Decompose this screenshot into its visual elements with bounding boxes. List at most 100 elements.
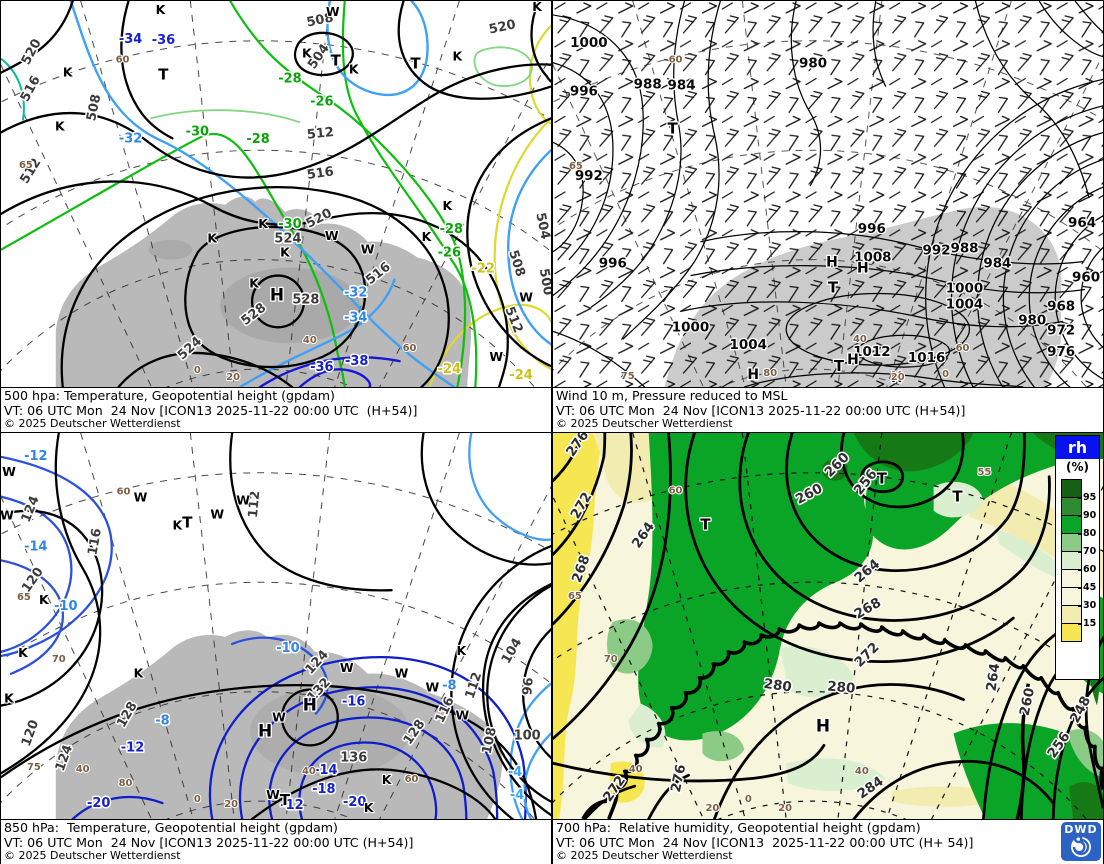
panel-850hpa: 124 116 120 112 120 124 128 124 132 136 128 116 112 1… — [1, 433, 551, 864]
svg-text:-8: -8 — [155, 713, 169, 728]
svg-text:W: W — [326, 4, 340, 19]
panel-copyright: © 2025 Deutscher Wetterdienst — [556, 417, 733, 430]
svg-text:K: K — [364, 800, 375, 815]
svg-text:H: H — [258, 720, 272, 740]
svg-text:W: W — [236, 493, 250, 508]
svg-text:-8: -8 — [442, 679, 456, 694]
svg-text:-36: -36 — [152, 33, 175, 48]
svg-text:1004: 1004 — [946, 297, 983, 312]
svg-text:60: 60 — [117, 487, 131, 498]
temp-contours-lightgreen — [150, 46, 533, 124]
svg-text:K: K — [532, 1, 543, 14]
geopotential-contours — [1, 1, 551, 387]
svg-text:W: W — [2, 464, 16, 479]
svg-text:70: 70 — [52, 654, 66, 665]
svg-text:988: 988 — [634, 78, 662, 93]
temp-contours-yellow — [428, 24, 551, 387]
svg-text:K: K — [382, 772, 393, 787]
panel-500hpa: 520 516 508 512 508 504 520 512 516 524 528 528 524 5… — [1, 1, 551, 432]
svg-text:-26: -26 — [310, 94, 333, 109]
rh-legend-ticks: 95 90 80 70 60 45 30 15 — [1077, 492, 1097, 629]
svg-text:1004: 1004 — [730, 338, 767, 353]
panel-wind10m-mslp: 1000 996 988 984 980 992 996 992 988 984 1000 1004 1… — [553, 1, 1103, 432]
svg-text:40: 40 — [853, 334, 867, 345]
svg-text:280: 280 — [763, 677, 793, 696]
svg-text:65: 65 — [19, 160, 33, 171]
svg-text:W: W — [210, 507, 224, 522]
rh-legend-bar — [1061, 479, 1082, 642]
svg-text:60: 60 — [956, 343, 970, 354]
svg-text:0: 0 — [194, 365, 201, 376]
svg-text:W: W — [519, 289, 533, 304]
caption-850hpa: 850 hPa: Temperature, Geopotential heigh… — [1, 819, 551, 864]
svg-text:K: K — [134, 666, 145, 681]
svg-text:W: W — [489, 349, 503, 364]
map-500hpa: 520 516 508 512 508 504 520 512 516 524 528 528 524 5… — [1, 1, 551, 387]
svg-text:1012: 1012 — [853, 345, 890, 360]
svg-text:-32: -32 — [344, 285, 367, 300]
map-500hpa-svg: 5205165085125085045205125165245285285245… — [1, 1, 551, 387]
svg-text:T: T — [331, 52, 342, 70]
svg-text:K: K — [63, 65, 74, 80]
svg-text:K: K — [39, 592, 50, 607]
svg-text:80: 80 — [119, 778, 133, 789]
svg-text:260: 260 — [1018, 687, 1039, 718]
svg-text:20: 20 — [705, 803, 719, 814]
svg-text:96: 96 — [520, 677, 537, 696]
svg-text:1000: 1000 — [946, 281, 983, 296]
svg-text:40: 40 — [855, 766, 869, 777]
svg-text:W: W — [266, 787, 280, 802]
svg-text:T: T — [280, 791, 291, 809]
svg-text:K: K — [349, 62, 360, 77]
svg-text:60: 60 — [669, 486, 683, 497]
svg-text:T: T — [877, 470, 888, 488]
svg-text:108: 108 — [480, 726, 500, 756]
panel-copyright: © 2025 Deutscher Wetterdienst — [556, 849, 733, 862]
caption-700hpa: 700 hPa: Relative humidity, Geopotential… — [553, 819, 1103, 864]
svg-text:K: K — [453, 49, 464, 64]
svg-text:1016: 1016 — [908, 351, 945, 366]
svg-text:-4: -4 — [508, 765, 522, 780]
panel-title: Wind 10 m, Pressure reduced to MSL — [556, 388, 788, 403]
svg-text:0: 0 — [745, 794, 752, 805]
svg-text:H: H — [747, 367, 759, 383]
svg-text:980: 980 — [1018, 313, 1046, 328]
svg-text:W: W — [325, 228, 339, 243]
svg-text:80: 80 — [763, 368, 777, 379]
svg-text:-28: -28 — [440, 222, 463, 237]
svg-text:1000: 1000 — [672, 320, 709, 335]
svg-text:K: K — [249, 276, 260, 291]
svg-text:-14: -14 — [24, 539, 47, 554]
wind-barbs — [553, 1, 1103, 387]
map-700hpa: 276 272 268 264 260 260 256 264 268 272 280 280 276 2… — [553, 433, 1103, 819]
svg-text:-12: -12 — [121, 740, 144, 755]
svg-text:20: 20 — [778, 803, 792, 814]
panel-valid-time: VT: 06 UTC Mon 24 Nov [ICON13 2025-11-22… — [556, 402, 966, 418]
svg-text:996: 996 — [570, 85, 598, 100]
panel-700hpa-rh: 276 272 268 264 260 260 256 264 268 272 280 280 276 2… — [553, 433, 1103, 864]
svg-text:-34: -34 — [344, 310, 367, 325]
svg-text:H: H — [847, 352, 859, 368]
svg-text:W: W — [134, 490, 148, 505]
map-wind10m: 1000 996 988 984 980 992 996 992 988 984 1000 1004 1… — [553, 1, 1103, 387]
svg-text:70: 70 — [604, 654, 618, 665]
svg-text:K: K — [422, 229, 433, 244]
temp-contours-darkblue — [258, 356, 401, 387]
svg-text:984: 984 — [983, 257, 1011, 272]
svg-text:H: H — [303, 695, 317, 715]
caption-wind10m: Wind 10 m, Pressure reduced to MSL VT: 0… — [553, 387, 1103, 432]
panel-title: 500 hpa: Temperature, Geopotential heigh… — [4, 388, 335, 403]
svg-text:964: 964 — [1068, 216, 1096, 231]
rh-fill-midgreen — [607, 619, 1103, 778]
svg-text:75: 75 — [621, 371, 635, 382]
svg-text:65: 65 — [569, 161, 583, 172]
svg-text:-30: -30 — [278, 217, 301, 232]
temp-contours-lightblue — [69, 1, 551, 387]
svg-text:K: K — [258, 216, 269, 231]
svg-text:264: 264 — [985, 662, 1004, 692]
svg-text:976: 976 — [1047, 345, 1075, 360]
svg-text:K: K — [457, 643, 468, 658]
svg-text:20: 20 — [891, 372, 905, 383]
svg-text:-34: -34 — [119, 32, 142, 47]
